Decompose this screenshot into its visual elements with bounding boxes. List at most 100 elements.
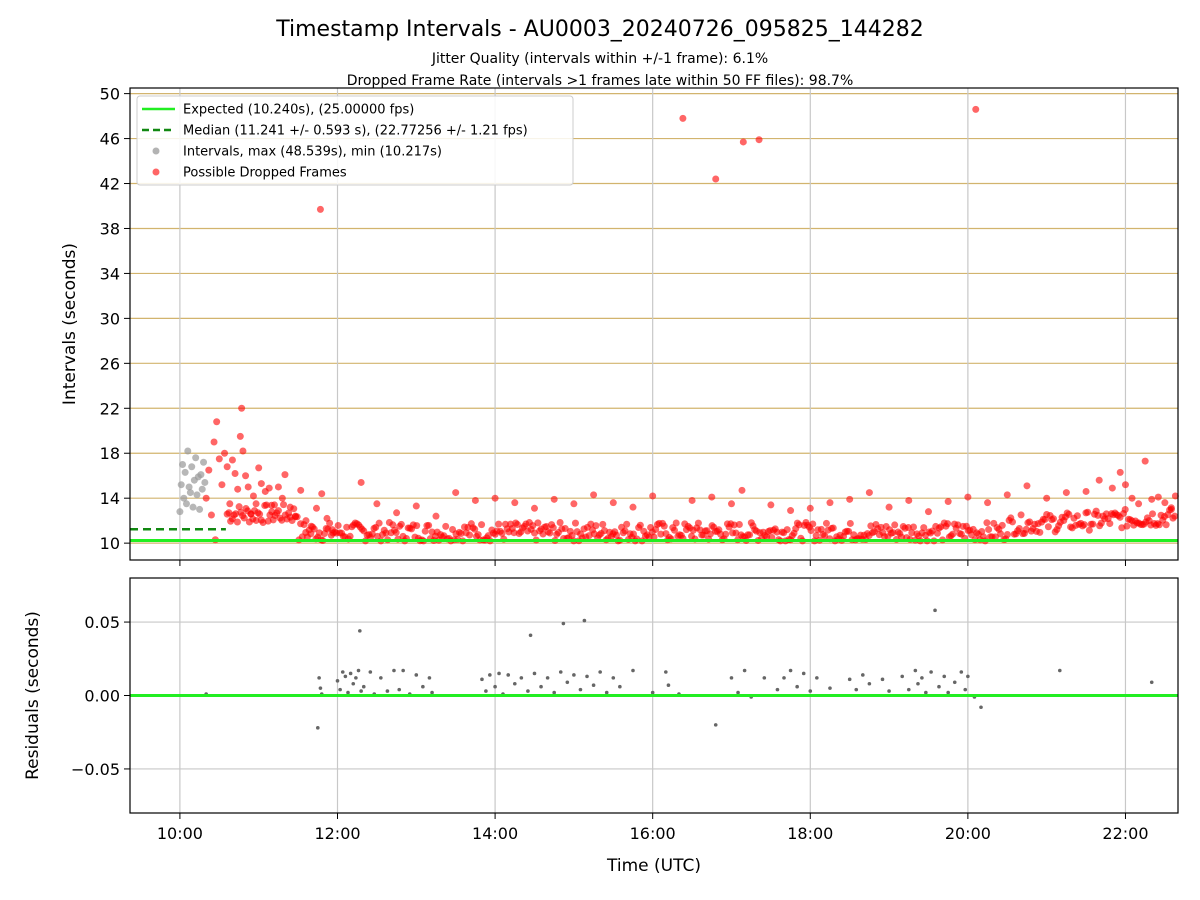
residual-point — [801, 671, 806, 676]
dropped-frame-point — [722, 530, 730, 538]
residual-point — [338, 687, 342, 692]
dropped-frame-point — [375, 519, 383, 527]
residual-point — [664, 670, 668, 674]
dropped-frame-point — [373, 500, 381, 508]
dropped-frame-point — [688, 496, 696, 504]
dropped-frame-point — [315, 529, 323, 537]
residual-point — [611, 676, 616, 680]
dropped-frame-point — [1003, 530, 1011, 538]
dropped-frame-point — [297, 486, 305, 494]
residual-point — [585, 674, 589, 679]
dropped-frame-point — [397, 520, 405, 528]
dropped-frame-point — [991, 533, 999, 541]
residual-point — [343, 674, 348, 679]
dropped-frame-point — [1089, 520, 1097, 528]
residual-point — [788, 668, 793, 673]
x-tick-label: 10:00 — [157, 824, 203, 843]
residual-point — [356, 668, 361, 673]
dropped-frame-point — [1106, 520, 1114, 528]
residual-point — [966, 674, 970, 679]
dropped-frame-point — [592, 522, 600, 530]
dropped-frame-point — [1082, 487, 1090, 495]
dropped-frame-point — [1062, 489, 1070, 497]
x-tick-label: 16:00 — [630, 824, 676, 843]
dropped-frame-point — [898, 533, 906, 541]
dropped-frame-point — [244, 483, 252, 491]
residual-point — [346, 690, 350, 695]
y-tick-label: 46 — [100, 130, 120, 149]
residual-point — [937, 684, 941, 689]
residual-point — [650, 690, 655, 695]
dropped-frame-point — [1003, 491, 1011, 499]
dropped-frame-point — [1135, 500, 1143, 508]
dropped-frame-point — [657, 530, 665, 538]
dropped-frame-point — [478, 521, 486, 529]
dropped-frame-point — [1161, 499, 1169, 507]
dropped-frame-point — [746, 531, 754, 539]
dropped-frame-point — [708, 493, 716, 501]
dropped-frame-point — [328, 526, 336, 534]
residual-point — [598, 670, 602, 674]
dropped-frame-point — [202, 494, 210, 502]
interval-point — [185, 483, 193, 491]
dropped-frame-point — [239, 447, 247, 455]
dropped-frame-point — [846, 495, 854, 503]
dropped-frame-point — [1065, 510, 1073, 518]
dropped-frame-point — [1015, 524, 1023, 532]
dropped-frame-point — [471, 496, 479, 504]
y-axis-label: Intervals (seconds) — [60, 243, 80, 405]
dropped-frame-point — [280, 501, 288, 509]
dropped-frame-point — [806, 504, 814, 512]
dropped-frame-point — [670, 526, 678, 534]
dropped-frame-point — [561, 525, 569, 533]
residual-point — [427, 676, 432, 680]
residual-point — [618, 684, 622, 689]
dropped-frame-point — [213, 418, 221, 426]
dropped-frame-point — [767, 501, 775, 509]
dropped-frame-point — [466, 531, 474, 539]
residual-point — [867, 681, 872, 686]
dropped-frame-point — [795, 521, 803, 529]
residual-point — [887, 689, 891, 693]
dropped-frame-point — [316, 205, 324, 213]
residual-point — [354, 676, 358, 680]
dropped-frame-point — [1141, 457, 1149, 465]
dropped-frame-point — [221, 449, 229, 457]
interval-point — [198, 485, 206, 493]
dropped-frame-point — [343, 523, 351, 531]
dropped-frame-point — [612, 531, 620, 539]
dropped-frame-point — [1017, 511, 1025, 519]
dropped-frame-point — [413, 522, 421, 530]
dropped-frame-point — [904, 524, 912, 532]
dropped-frame-point — [1050, 515, 1058, 523]
residual-point — [552, 690, 556, 695]
dropped-frame-point — [630, 530, 638, 538]
dropped-frame-point — [891, 521, 899, 529]
residual-point — [532, 671, 537, 676]
dropped-frame-point — [609, 499, 617, 507]
residual-point — [317, 676, 321, 680]
y-tick-label: 0.05 — [84, 613, 120, 632]
residuals-plot: −0.05 0.00 0.05 10:00 12:00 14:00 16:00 18:00 20… — [23, 577, 1179, 876]
residual-point — [361, 684, 366, 689]
dropped-frame-point — [773, 528, 781, 536]
residual-point — [828, 686, 832, 690]
chart-subtitle-jitter: Jitter Quality (intervals within +/-1 fr… — [431, 51, 768, 67]
residual-point — [929, 670, 933, 674]
dropped-frame-point — [821, 532, 829, 540]
dropped-frame-point — [357, 478, 365, 486]
residual-point — [854, 687, 859, 692]
dropped-frame-point — [346, 532, 354, 540]
residual-point — [713, 723, 718, 727]
dropped-frame-point — [672, 519, 680, 527]
residual-point — [578, 687, 583, 692]
residual-point — [512, 681, 517, 686]
dropped-frame-point — [457, 530, 465, 538]
dropped-frame-point — [393, 509, 401, 517]
dropped-frame-point — [570, 500, 578, 508]
dropped-frame-point — [1154, 493, 1162, 501]
dropped-frame-point — [291, 512, 299, 520]
dropped-frame-point — [944, 498, 952, 506]
dropped-frame-point — [1095, 476, 1103, 484]
